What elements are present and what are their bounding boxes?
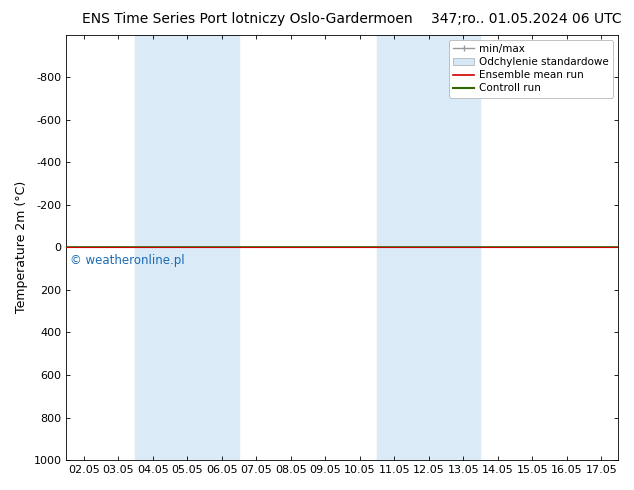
- Text: 347;ro.. 01.05.2024 06 UTC: 347;ro.. 01.05.2024 06 UTC: [430, 12, 621, 26]
- Text: ENS Time Series Port lotniczy Oslo-Gardermoen: ENS Time Series Port lotniczy Oslo-Garde…: [82, 12, 413, 26]
- Bar: [136, 35, 239, 460]
- Legend: min/max, Odchylenie standardowe, Ensemble mean run, Controll run: min/max, Odchylenie standardowe, Ensembl…: [449, 40, 613, 98]
- Y-axis label: Temperature 2m (°C): Temperature 2m (°C): [15, 181, 28, 314]
- Text: © weatheronline.pl: © weatheronline.pl: [70, 254, 184, 267]
- Bar: [377, 35, 481, 460]
